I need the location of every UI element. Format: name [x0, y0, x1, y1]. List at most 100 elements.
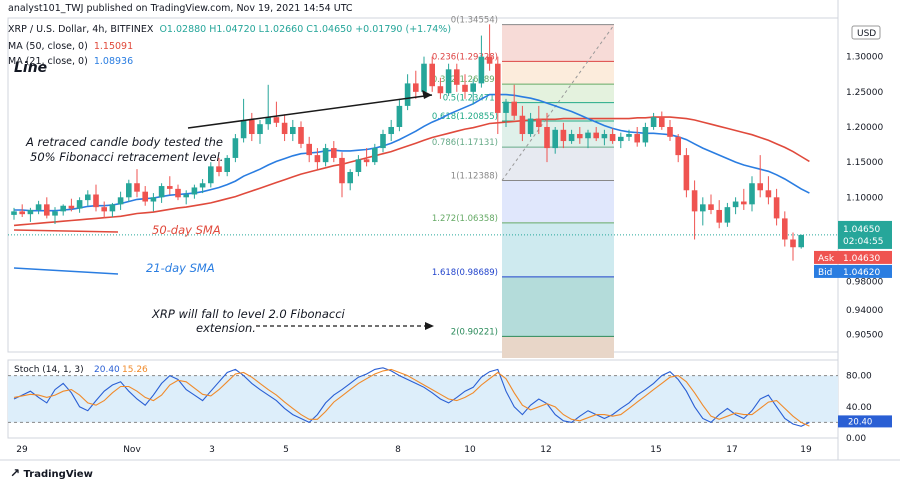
candle-body: [199, 183, 206, 188]
ask-value: 1.04630: [843, 254, 880, 264]
stoch-k-badge: [838, 415, 892, 428]
fib-zone: [502, 84, 614, 103]
fib-zone: [502, 102, 614, 121]
candle-body: [126, 183, 132, 198]
last-price-value: 1.04650: [843, 225, 880, 235]
candle-body: [773, 197, 780, 219]
fib-level-label: 0.5(1.23471): [443, 94, 498, 104]
candle-body: [716, 209, 722, 223]
candle-body: [191, 187, 198, 195]
trend-arrow: [187, 94, 433, 129]
candle-body: [216, 166, 222, 172]
candle-body: [798, 234, 804, 248]
ma50-legend[interactable]: MA (50, close, 0) 1.15091: [8, 41, 134, 52]
fib-level-label: 0(1.34554): [451, 16, 498, 26]
bid-badge: [814, 264, 892, 278]
fib-level-label: 0.236(1.29328): [432, 52, 498, 62]
currency-badge: [851, 25, 881, 40]
candle-body: [536, 118, 542, 127]
candle-body: [232, 138, 239, 158]
fib-zone: [502, 61, 614, 85]
candle-body: [158, 186, 165, 198]
candle-body: [19, 211, 25, 215]
candle-body: [396, 105, 403, 127]
time-tick-label: 10: [464, 445, 476, 455]
candle-body: [404, 83, 411, 106]
bid-value: 1.04620: [843, 268, 880, 278]
candle-body: [240, 119, 247, 139]
candle-body: [314, 155, 321, 163]
candle-body: [11, 211, 17, 215]
sma50-annotation: 50-day SMA: [152, 223, 221, 237]
candle-body: [445, 69, 452, 94]
candle-body: [413, 83, 419, 92]
candle-body: [44, 204, 50, 216]
time-tick-label: 8: [395, 445, 401, 455]
fib-zone-bottom: [502, 336, 614, 358]
candle-body: [560, 129, 567, 142]
sma50-legend-line: [13, 229, 119, 233]
candle-body: [437, 86, 444, 94]
price-tick-label: 1.10000: [846, 193, 883, 203]
candle-body: [585, 132, 591, 139]
candle-body: [683, 155, 690, 191]
candle-body: [249, 119, 255, 135]
candle-body: [372, 148, 378, 163]
time-tick-label: 29: [16, 445, 28, 455]
stoch-k-badge-value: 20.40: [848, 417, 872, 427]
fib-trend-line: [501, 24, 615, 181]
sma21-legend-line: [13, 267, 119, 275]
candle-body: [708, 204, 714, 210]
candle-body: [331, 148, 337, 158]
time-tick-label: 15: [650, 445, 661, 455]
candle-body: [601, 134, 608, 139]
symbol-line: XRP / U.S. Dollar, 4h, BITFINEX O1.02880…: [8, 24, 451, 35]
fib-level-label: 1(1.12388): [451, 172, 498, 182]
candle-body: [470, 83, 476, 92]
candle-body: [675, 136, 681, 156]
candle-body: [568, 134, 575, 142]
ask-badge: [814, 250, 892, 264]
stoch-tick-label: 80.00: [846, 372, 872, 382]
fib-zone: [502, 180, 614, 223]
stoch-d-line: [13, 368, 810, 427]
candle-body: [347, 171, 353, 184]
bid-label: Bid: [818, 268, 832, 278]
tradingview-logo[interactable]: ↗ TradingView: [10, 466, 93, 480]
candle-body: [626, 134, 632, 137]
fib-level-label: 0.618(1.20855): [432, 112, 498, 122]
stoch-k-value: 20.40: [94, 365, 120, 375]
candle-body: [421, 63, 427, 92]
fib-level-label: 1.272(1.06358): [432, 214, 498, 224]
candle-body: [208, 166, 214, 184]
candle-body: [462, 84, 468, 92]
candle-body: [495, 63, 501, 113]
candle-body: [134, 183, 140, 192]
candle-body: [782, 218, 788, 240]
candle-body: [101, 207, 107, 212]
retrace-annotation-2: 50% Fibonacci retracement level.: [30, 150, 223, 164]
ma21-legend[interactable]: MA (21, close, 0) 1.08936: [8, 56, 134, 67]
candle-body: [577, 134, 583, 139]
candle-body: [765, 190, 772, 198]
candle-body: [503, 101, 509, 113]
candle-body: [117, 197, 124, 205]
fib-zone: [502, 222, 614, 277]
last-price-badge: [838, 220, 892, 249]
candle-body: [183, 194, 189, 198]
time-tick-label: 5: [283, 445, 289, 455]
candle-body: [667, 126, 673, 137]
candle-body: [363, 159, 370, 163]
candle-body: [273, 117, 280, 123]
price-tick-label: 1.30000: [846, 53, 883, 63]
candle-body: [150, 197, 157, 202]
candle-body: [429, 63, 435, 87]
candle-body: [339, 157, 345, 184]
candle-body: [544, 126, 550, 149]
publisher-line: analyst101_TWJ published on TradingView.…: [8, 3, 353, 14]
candle-body: [265, 117, 271, 125]
fib-level-label: 1.618(0.98689): [432, 268, 498, 278]
candle-body: [35, 204, 42, 210]
candle-body: [109, 204, 116, 212]
